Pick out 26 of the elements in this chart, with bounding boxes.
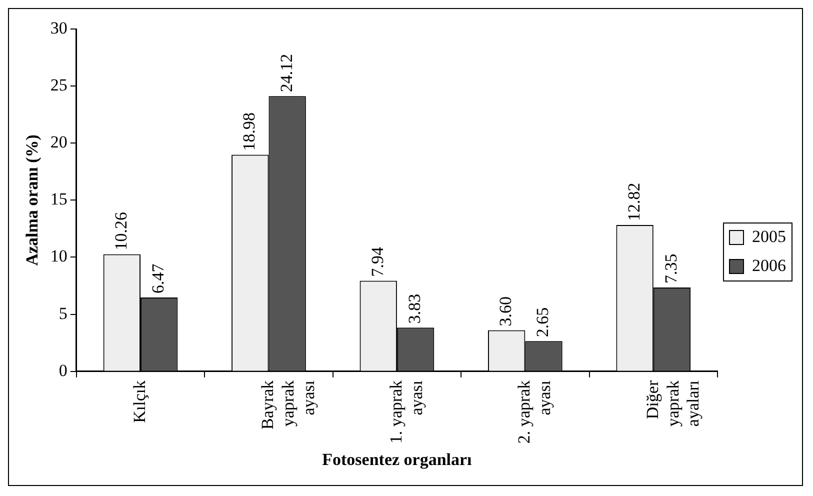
x-tick-label: 1. yaprak ayası: [386, 380, 426, 444]
data-label: 7.94: [368, 246, 387, 277]
y-axis-title: Azalma oranı (%): [22, 134, 42, 266]
data-label: 7.35: [661, 254, 680, 284]
x-tick-label: Bayrak yaprak ayası: [258, 380, 318, 430]
data-label: 3.83: [405, 294, 424, 324]
y-tick-label: 30: [50, 18, 68, 38]
data-label: 6.47: [148, 263, 168, 294]
data-label: 2.65: [533, 307, 552, 338]
y-tick-label: 15: [50, 190, 68, 209]
legend-label: 2006: [752, 256, 786, 275]
y-tick-label: 0: [58, 360, 68, 380]
x-tick-label: 2. yaprak ayası: [514, 380, 554, 444]
legend-label: 2005: [752, 226, 786, 246]
y-tick-label: 25: [50, 76, 68, 95]
x-axis-title: Fotosentez organları: [322, 450, 472, 470]
data-label: 12.82: [624, 182, 644, 222]
y-tick-label: 20: [50, 132, 68, 152]
data-label: 3.60: [496, 296, 516, 326]
x-tick-label: Kılçık: [130, 380, 149, 423]
data-label: 24.12: [276, 54, 296, 92]
data-label: 18.98: [240, 112, 259, 151]
y-tick-label: 10: [50, 246, 68, 266]
data-label: 10.26: [111, 212, 130, 250]
y-tick-label: 5: [58, 304, 68, 323]
x-tick-label: Diğer yaprak ayaları: [642, 380, 703, 427]
